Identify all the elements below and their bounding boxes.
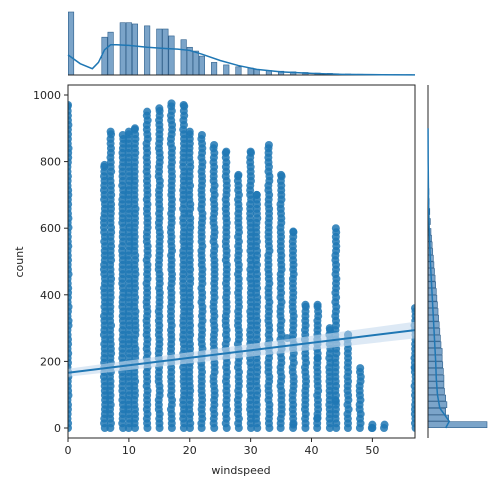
x-axis-label: windspeed	[211, 464, 270, 477]
scatter-point	[143, 107, 152, 116]
x-tick-label: 50	[365, 444, 379, 457]
histogram-bar	[68, 11, 75, 76]
histogram-bar	[131, 23, 139, 76]
histogram-bar	[235, 66, 242, 76]
scatter-point	[185, 127, 194, 136]
scatter-point	[411, 364, 415, 373]
histogram-bar	[144, 25, 151, 76]
histogram-bar	[125, 22, 132, 76]
scatter-point	[313, 300, 322, 309]
scatter-point	[356, 364, 365, 373]
histogram-bar	[168, 35, 175, 76]
scatter-point	[277, 170, 286, 179]
scatter-point	[368, 420, 377, 429]
y-tick-label: 600	[40, 222, 61, 235]
scatter-point	[68, 100, 72, 109]
histogram-bar	[427, 388, 445, 395]
scatter-point	[252, 190, 261, 199]
regression-line	[68, 329, 415, 374]
scatter-point	[234, 170, 243, 179]
histogram-bar	[119, 22, 126, 76]
histogram-bar	[192, 50, 199, 76]
scatter-point	[313, 414, 322, 423]
scatter-point	[130, 124, 139, 133]
histogram-bar	[101, 36, 108, 76]
histogram-bar	[427, 421, 488, 428]
x-marginal-histogram	[67, 11, 416, 76]
plot-frame	[67, 84, 416, 439]
histogram-bar	[211, 62, 218, 76]
scatter-point	[100, 160, 109, 169]
histogram-bar	[198, 55, 205, 76]
scatter-point	[167, 99, 176, 108]
y-tick-label: 1000	[33, 89, 61, 102]
scatter-point	[106, 127, 115, 136]
scatter-point	[289, 227, 298, 236]
histogram-bar	[427, 394, 447, 402]
scatter-point	[331, 224, 340, 233]
y-axis-label: count	[13, 246, 26, 278]
scatter-point	[155, 104, 164, 113]
y-tick-label: 0	[54, 422, 61, 435]
axes: 0 10 20 30 40 50 0 200 400 600 800 1000	[33, 84, 416, 457]
x-tick-label: 30	[244, 444, 258, 457]
histogram-bar	[180, 39, 187, 76]
x-tick-label: 20	[183, 444, 197, 457]
data-points	[68, 99, 415, 433]
scatter-point	[179, 100, 188, 109]
scatter-point	[301, 300, 310, 309]
kde-curve	[427, 128, 451, 429]
scatter-point	[246, 147, 255, 156]
histogram-bar	[156, 28, 163, 76]
scatter-point	[380, 420, 389, 429]
scatter-point	[222, 147, 231, 156]
histogram-bar	[162, 28, 169, 76]
scatter-point	[264, 140, 273, 149]
scatter-point	[411, 304, 415, 313]
y-marginal-histogram	[427, 85, 488, 438]
x-tick-label: 40	[305, 444, 319, 457]
histogram-bar	[427, 401, 448, 408]
histogram-bar	[223, 64, 230, 76]
x-tick-label: 10	[122, 444, 136, 457]
x-tick-label: 0	[65, 444, 72, 457]
scatter-point	[118, 130, 127, 139]
scatter-point	[197, 130, 206, 139]
y-tick-label: 200	[40, 355, 61, 368]
histogram-bar	[107, 31, 114, 76]
scatter-point	[289, 420, 298, 429]
scatter-plot-area	[68, 99, 415, 433]
kde-curve	[67, 44, 416, 76]
scatter-point	[313, 354, 322, 363]
y-tick-label: 400	[40, 289, 61, 302]
scatter-point	[210, 140, 219, 149]
y-tick-label: 800	[40, 156, 61, 169]
scatter-point	[331, 397, 340, 406]
